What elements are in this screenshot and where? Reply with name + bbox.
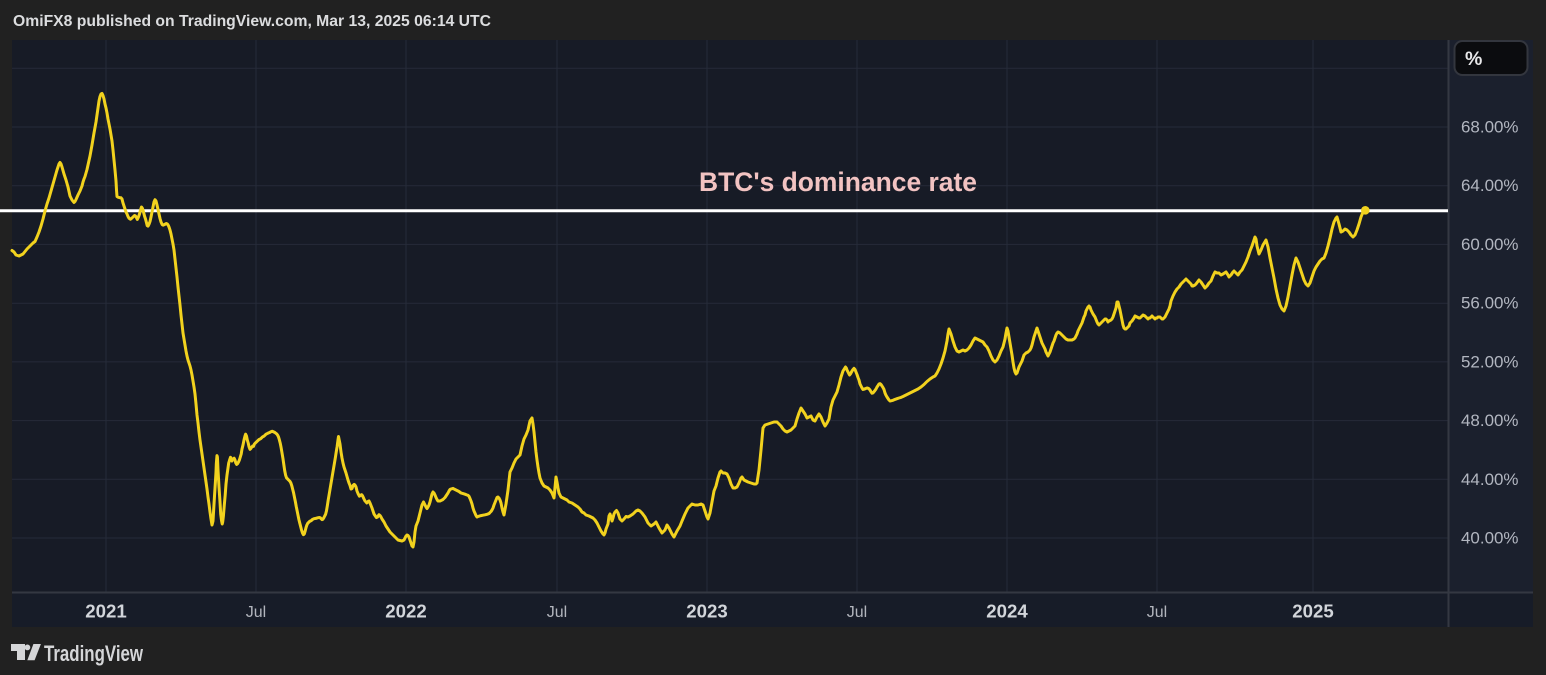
svg-text:Jul: Jul bbox=[1147, 604, 1167, 621]
svg-text:Jul: Jul bbox=[847, 604, 867, 621]
svg-text:40.00%: 40.00% bbox=[1461, 530, 1519, 548]
svg-text:52.00%: 52.00% bbox=[1461, 353, 1519, 371]
svg-text:48.00%: 48.00% bbox=[1461, 412, 1519, 430]
svg-text:2024: 2024 bbox=[986, 601, 1028, 622]
svg-text:Jul: Jul bbox=[246, 604, 266, 621]
svg-text:2025: 2025 bbox=[1292, 601, 1334, 622]
svg-text:56.00%: 56.00% bbox=[1461, 295, 1519, 313]
svg-text:TradingView: TradingView bbox=[44, 641, 144, 666]
svg-text:68.00%: 68.00% bbox=[1461, 119, 1519, 137]
svg-text:Jul: Jul bbox=[547, 604, 567, 621]
svg-text:2022: 2022 bbox=[385, 601, 427, 622]
svg-text:2023: 2023 bbox=[686, 601, 728, 622]
svg-text:2021: 2021 bbox=[85, 601, 127, 622]
svg-text:%: % bbox=[1465, 48, 1482, 70]
svg-text:OmiFX8 published on TradingVie: OmiFX8 published on TradingView.com, Mar… bbox=[13, 13, 491, 30]
svg-text:44.00%: 44.00% bbox=[1461, 471, 1519, 489]
svg-text:BTC's dominance rate: BTC's dominance rate bbox=[699, 167, 977, 197]
svg-text:60.00%: 60.00% bbox=[1461, 236, 1519, 254]
svg-text:64.00%: 64.00% bbox=[1461, 177, 1519, 195]
